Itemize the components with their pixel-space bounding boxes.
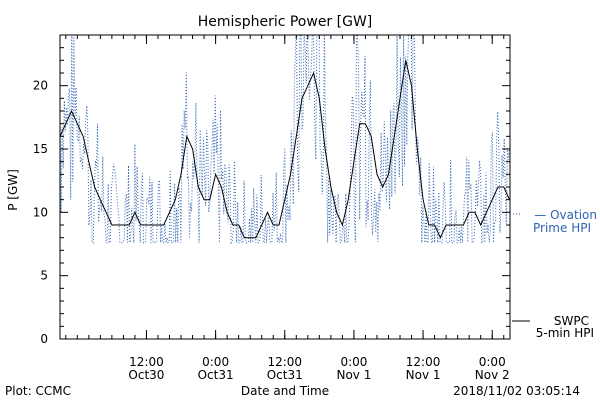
legend-ovation-line1: — Ovation: [534, 208, 597, 222]
y-axis: 0 5 10 15 20: [33, 34, 510, 346]
x-tick-label-date: Nov 1: [406, 368, 441, 382]
x-tick-label-time: 12:00: [267, 355, 302, 369]
x-tick-label-time: 0:00: [202, 355, 229, 369]
y-tick-label: 0: [40, 332, 48, 346]
chart-title: Hemispheric Power [GW]: [198, 14, 373, 30]
legend-swpc-line2: 5-min HPI: [536, 326, 594, 340]
timestamp: 2018/11/02 03:05:14: [453, 384, 580, 398]
y-tick-label: 10: [33, 205, 48, 219]
x-tick-label-time: 0:00: [340, 355, 367, 369]
legend-ovation-line2: Prime HPI: [533, 221, 591, 235]
x-tick-label-date: Nov 1: [336, 368, 371, 382]
ovation-layer: [60, 35, 510, 245]
x-tick-label-time: 12:00: [406, 355, 441, 369]
x-tick-label-date: Oct30: [128, 368, 164, 382]
y-tick-label: 15: [33, 142, 48, 156]
x-axis-label: Date and Time: [241, 384, 329, 398]
y-axis-label: P [GW]: [6, 169, 20, 211]
plot-credit: Plot: CCMC: [5, 384, 71, 398]
x-tick-label-date: Nov 2: [475, 368, 510, 382]
legend-swpc-line1: SWPC: [554, 314, 589, 328]
y-tick-label: 5: [40, 269, 48, 283]
series-ovation-line: [60, 35, 510, 245]
x-tick-label-time: 0:00: [479, 355, 506, 369]
legend-swpc: SWPC 5-min HPI: [512, 314, 594, 340]
x-tick-label-date: Oct31: [267, 368, 303, 382]
series-swpc-line: [60, 60, 510, 239]
plot-frame: [59, 34, 511, 340]
x-tick-label-time: 12:00: [129, 355, 164, 369]
x-tick-label-date: Oct31: [198, 368, 234, 382]
y-tick-label: 20: [33, 79, 48, 93]
swpc-layer: [60, 60, 510, 239]
legend-ovation: — Ovation Prime HPI: [510, 208, 597, 235]
